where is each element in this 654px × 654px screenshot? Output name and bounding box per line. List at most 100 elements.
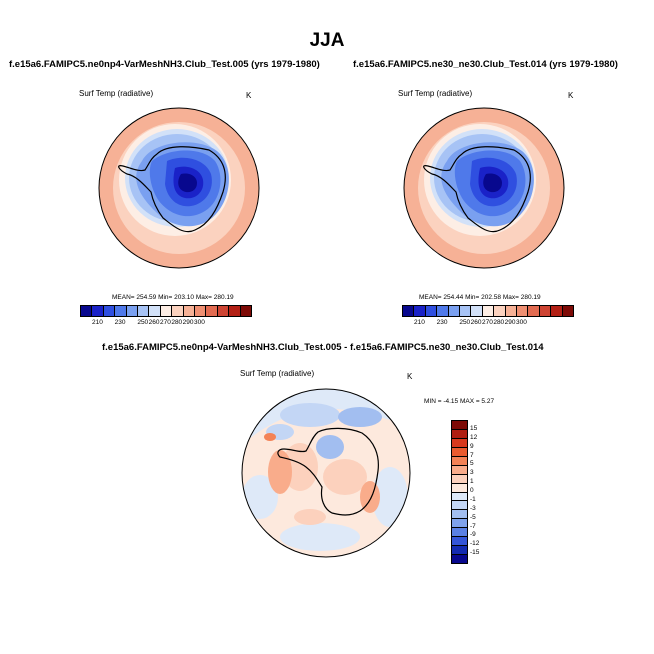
diff-colorbar-swatch xyxy=(452,555,467,563)
diff-colorbar-label: 12 xyxy=(470,433,478,441)
diff-colorbar-label: 15 xyxy=(470,424,478,432)
panel2-colorbar xyxy=(402,305,574,317)
panel1-variable: Surf Temp (radiative) xyxy=(79,89,154,98)
diff-colorbar-swatch xyxy=(452,447,467,457)
diff-colorbar-label: -1 xyxy=(470,495,476,503)
diff-colorbar-swatch xyxy=(452,483,467,493)
diff-colorbar-swatch xyxy=(452,528,467,538)
panel2-variable: Surf Temp (radiative) xyxy=(398,89,473,98)
colorbar-label: 300 xyxy=(516,319,527,326)
colorbar-swatch xyxy=(206,306,218,316)
colorbar-swatch xyxy=(217,306,230,316)
colorbar-swatch xyxy=(81,306,93,316)
colorbar-label: 210 xyxy=(92,319,103,326)
diff-colorbar-swatch xyxy=(452,510,467,520)
colorbar-label: 290 xyxy=(504,319,516,326)
colorbar-label: 270 xyxy=(482,319,493,326)
colorbar-swatch xyxy=(229,306,241,316)
colorbar-swatch xyxy=(172,306,184,316)
diff-colorbar-label: -7 xyxy=(470,522,476,530)
colorbar-swatch xyxy=(414,306,426,316)
colorbar-swatch xyxy=(448,306,461,316)
colorbar-label: 280 xyxy=(493,319,505,326)
colorbar-swatch xyxy=(403,306,415,316)
diff-colorbar-label: -9 xyxy=(470,531,476,539)
panel1-title: f.e15a6.FAMIPC5.ne0np4-VarMeshNH3.Club_T… xyxy=(9,59,320,70)
diff-colorbar-swatch xyxy=(452,465,467,475)
diff-colorbar-label: -5 xyxy=(470,513,476,521)
colorbar-label: 250 xyxy=(137,319,149,326)
panel1-colorbar xyxy=(80,305,252,317)
colorbar-swatch xyxy=(183,306,196,316)
diff-colorbar-label: 1 xyxy=(470,478,474,486)
diff-colorbar-label: -3 xyxy=(470,504,476,512)
diff-map xyxy=(241,388,411,558)
diff-colorbar-label: -15 xyxy=(470,549,480,557)
diff-colorbar-swatch xyxy=(452,501,467,511)
colorbar-swatch xyxy=(103,306,116,316)
panel1-colorbar-labels: 210 230 250 260 270 280 290 300 xyxy=(80,319,250,329)
colorbar-swatch xyxy=(494,306,506,316)
panel2-map xyxy=(403,107,565,269)
panel1-stats: MEAN= 254.59 Min= 203.10 Max= 280.19 xyxy=(112,294,234,301)
colorbar-swatch xyxy=(437,306,449,316)
diff-colorbar-swatch xyxy=(452,519,467,529)
diff-colorbar-label: -12 xyxy=(470,540,480,548)
diff-colorbar xyxy=(451,420,468,564)
colorbar-swatch xyxy=(138,306,150,316)
colorbar-swatch xyxy=(115,306,127,316)
colorbar-label: 270 xyxy=(160,319,171,326)
colorbar-swatch xyxy=(195,306,207,316)
diff-colorbar-swatch xyxy=(452,456,467,466)
colorbar-swatch xyxy=(92,306,104,316)
colorbar-swatch xyxy=(126,306,139,316)
diff-colorbar-swatch xyxy=(452,474,467,484)
panel2-colorbar-labels: 210 230 250 260 270 280 290 300 xyxy=(402,319,572,329)
colorbar-label: 230 xyxy=(114,319,126,326)
colorbar-swatch xyxy=(551,306,563,316)
panel1-map xyxy=(98,107,260,269)
diff-colorbar-label: 3 xyxy=(470,469,474,477)
panel2-units: K xyxy=(568,91,574,100)
diff-colorbar-swatch xyxy=(452,537,467,547)
colorbar-label: 210 xyxy=(414,319,425,326)
diff-colorbar-labels: 15 12 9 7 5 3 1 0 -1 -3 -5 -7 -9 -12 -15 xyxy=(470,420,490,562)
diff-stats: MIN = -4.15 MAX = 5.27 xyxy=(424,398,495,405)
colorbar-swatch xyxy=(528,306,540,316)
panel2-stats: MEAN= 254.44 Min= 202.58 Max= 280.19 xyxy=(419,294,541,301)
colorbar-swatch xyxy=(505,306,518,316)
diff-colorbar-label: 9 xyxy=(470,442,474,450)
diff-title: f.e15a6.FAMIPC5.ne0np4-VarMeshNH3.Club_T… xyxy=(102,342,544,353)
colorbar-label: 280 xyxy=(171,319,183,326)
diff-units: K xyxy=(407,372,413,381)
colorbar-label: 260 xyxy=(148,319,160,326)
colorbar-swatch xyxy=(240,306,252,316)
panel1-units: K xyxy=(246,91,252,100)
colorbar-label: 250 xyxy=(459,319,471,326)
colorbar-swatch xyxy=(562,306,574,316)
diff-colorbar-swatch xyxy=(452,492,467,502)
panel2-title: f.e15a6.FAMIPC5.ne30_ne30.Club_Test.014 … xyxy=(353,59,618,70)
diff-colorbar-swatch xyxy=(452,546,467,556)
colorbar-label: 300 xyxy=(194,319,205,326)
colorbar-label: 230 xyxy=(436,319,448,326)
diff-colorbar-label: 0 xyxy=(470,487,474,494)
colorbar-swatch xyxy=(517,306,529,316)
diff-colorbar-swatch xyxy=(452,421,467,430)
colorbar-swatch xyxy=(539,306,552,316)
colorbar-swatch xyxy=(149,306,161,316)
colorbar-label: 260 xyxy=(470,319,482,326)
figure-title: JJA xyxy=(309,30,345,51)
diff-colorbar-label: 5 xyxy=(470,460,474,468)
diff-colorbar-swatch xyxy=(452,429,467,439)
diff-variable: Surf Temp (radiative) xyxy=(240,369,315,378)
diff-colorbar-swatch xyxy=(452,438,467,448)
colorbar-swatch xyxy=(160,306,173,316)
colorbar-label: 290 xyxy=(182,319,194,326)
colorbar-swatch xyxy=(460,306,472,316)
colorbar-swatch xyxy=(425,306,438,316)
colorbar-swatch xyxy=(482,306,495,316)
colorbar-swatch xyxy=(471,306,483,316)
diff-colorbar-label: 7 xyxy=(470,451,474,459)
